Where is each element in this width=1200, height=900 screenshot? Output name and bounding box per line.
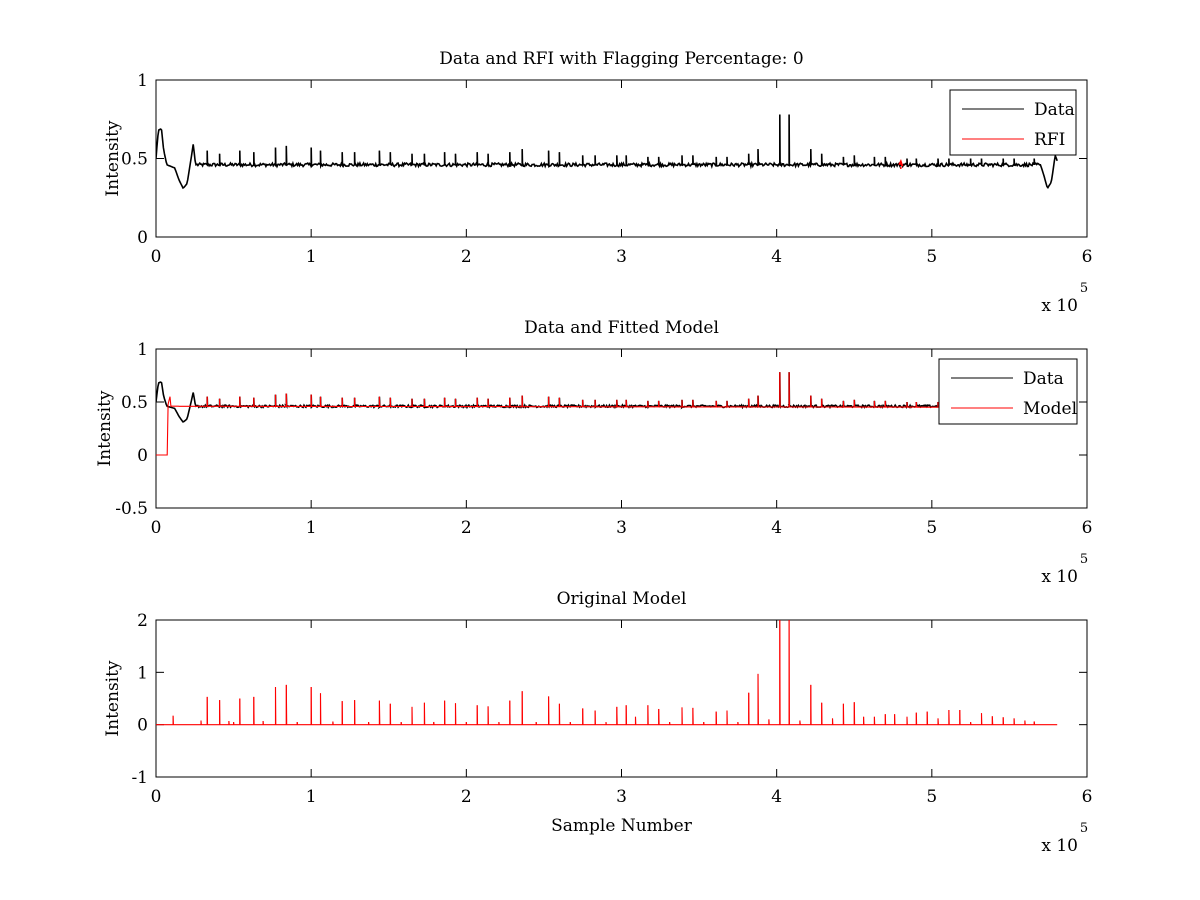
legend-box (938, 358, 1078, 425)
chart-title: Data and RFI with Flagging Percentage: 0 (439, 49, 803, 69)
x-tick-label: 6 (1082, 787, 1093, 807)
x-exponent-base: x 10 (1041, 567, 1078, 587)
model-series-line (156, 372, 1041, 456)
legend-entry-data: Data (1034, 100, 1075, 120)
x-exponent-power: 5 (1080, 552, 1088, 567)
legend-entry-model: Model (1023, 399, 1077, 419)
x-tick-label: 2 (461, 247, 472, 267)
legend: Data RFI (949, 89, 1077, 156)
x-tick-label: 0 (151, 518, 162, 538)
axes-frame (155, 79, 1088, 238)
x-axis-label: Sample Number (551, 816, 693, 836)
y-tick-label: 0 (137, 228, 148, 248)
x-exponent-power: 5 (1080, 281, 1088, 296)
x-tick-label: 2 (461, 518, 472, 538)
x-tick-label: 5 (926, 247, 937, 267)
chart-title: Original Model (557, 589, 687, 609)
x-tick-label: 0 (151, 787, 162, 807)
legend-entry-rfi: RFI (1034, 130, 1065, 150)
x-tick-label: 0 (151, 247, 162, 267)
y-axis-label: Intensity (95, 390, 115, 466)
rfi-series-line (898, 159, 904, 167)
y-tick-label: -0.5 (115, 499, 148, 519)
chart-title: Data and Fitted Model (524, 318, 719, 338)
x-tick-label: 3 (616, 518, 627, 538)
data-series-line (156, 114, 1058, 190)
plot-area (156, 620, 1058, 726)
y-tick-label: 1 (137, 340, 148, 360)
x-tick-label: 2 (461, 787, 472, 807)
x-exponent-power: 5 (1080, 821, 1088, 836)
plot-area (156, 114, 1058, 190)
axes-frame (155, 619, 1088, 778)
y-axis-label: Intensity (103, 120, 123, 196)
x-tick-label: 5 (926, 787, 937, 807)
x-tick-label: 1 (306, 247, 317, 267)
legend: Data Model (938, 358, 1078, 425)
x-tick-label: 4 (771, 787, 782, 807)
legend-box (949, 89, 1077, 156)
x-tick-label: 3 (616, 787, 627, 807)
y-tick-label: -1 (131, 768, 148, 788)
y-tick-label: 1 (137, 71, 148, 91)
y-tick-label: 0 (137, 446, 148, 466)
x-tick-label: 4 (771, 247, 782, 267)
y-tick-label: 2 (137, 611, 148, 631)
y-tick-label: 1 (137, 663, 148, 683)
legend-entry-data: Data (1023, 369, 1064, 389)
x-tick-label: 1 (306, 518, 317, 538)
x-tick-label: 6 (1082, 518, 1093, 538)
y-tick-label: 0.5 (121, 150, 148, 170)
plot-area (156, 372, 1058, 456)
x-exponent-base: x 10 (1041, 836, 1078, 856)
x-tick-label: 5 (926, 518, 937, 538)
y-axis-label: Intensity (103, 660, 123, 736)
data-series-line (156, 372, 1058, 423)
y-tick-label: 0 (137, 716, 148, 736)
chart-panel-1: Data and RFI with Flagging Percentage: 0… (103, 49, 1092, 316)
model-series-line (156, 620, 1058, 726)
y-tick-label: 0.5 (121, 393, 148, 413)
x-tick-label: 6 (1082, 247, 1093, 267)
x-tick-label: 3 (616, 247, 627, 267)
x-exponent-base: x 10 (1041, 296, 1078, 316)
x-tick-label: 1 (306, 787, 317, 807)
x-tick-label: 4 (771, 518, 782, 538)
